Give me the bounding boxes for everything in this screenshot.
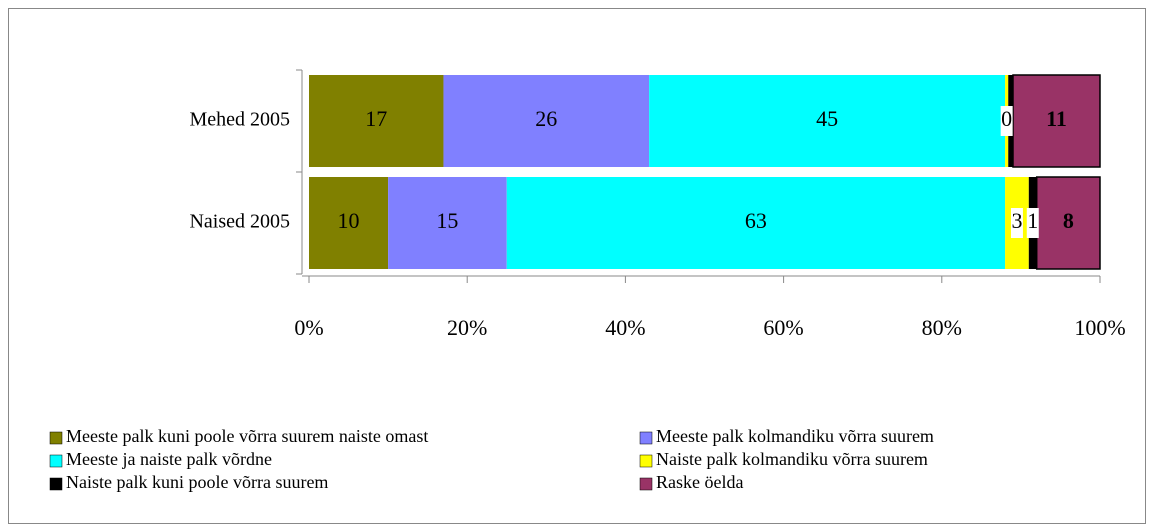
bar-segment	[506, 177, 1006, 269]
legend-swatch	[639, 477, 653, 491]
bar-segment	[309, 177, 389, 269]
data-label: 10	[338, 208, 360, 233]
category-label: Mehed 2005	[189, 109, 290, 131]
legend-label: Raske öelda	[656, 472, 743, 492]
legend-label: Naiste palk kuni poole võrra suurem	[66, 472, 328, 492]
data-label: 1	[1027, 208, 1038, 233]
data-label: 15	[436, 208, 458, 233]
data-label: 11	[1046, 106, 1067, 131]
x-tick-label: 80%	[922, 315, 962, 340]
bar-segment	[309, 75, 444, 167]
data-label-bg	[1026, 208, 1039, 238]
bar-segment	[443, 75, 650, 167]
data-label-bg	[1000, 106, 1013, 136]
bar-segment	[649, 75, 1006, 167]
data-label: 17	[365, 106, 387, 131]
data-label: 45	[816, 106, 838, 131]
category-label: Naised 2005	[189, 211, 290, 233]
x-tick-label: 0%	[294, 315, 323, 340]
legend-swatch	[49, 431, 63, 445]
x-tick-label: 40%	[605, 315, 645, 340]
data-label: 63	[745, 208, 767, 233]
data-label: 0	[1001, 106, 1012, 131]
bar-segment	[388, 177, 507, 269]
legend-label: Meeste palk kuni poole võrra suurem nais…	[66, 426, 428, 446]
x-tick-label: 20%	[447, 315, 487, 340]
legend-swatch	[639, 454, 653, 468]
bar-segment	[1012, 74, 1101, 168]
legend-swatch	[49, 454, 63, 468]
legend-swatch	[639, 431, 653, 445]
data-label: 26	[535, 106, 557, 131]
legend-label: Meeste ja naiste palk võrdne	[66, 449, 272, 469]
legend-swatch	[49, 477, 63, 491]
data-label: 8	[1063, 208, 1074, 233]
data-label: 3	[1011, 208, 1022, 233]
x-tick-label: 100%	[1074, 315, 1125, 340]
data-label-bg	[1010, 208, 1023, 238]
legend-label: Naiste palk kolmandiku võrra suurem	[656, 449, 928, 469]
legend-label: Meeste palk kolmandiku võrra suurem	[656, 426, 934, 446]
x-tick-label: 60%	[763, 315, 803, 340]
